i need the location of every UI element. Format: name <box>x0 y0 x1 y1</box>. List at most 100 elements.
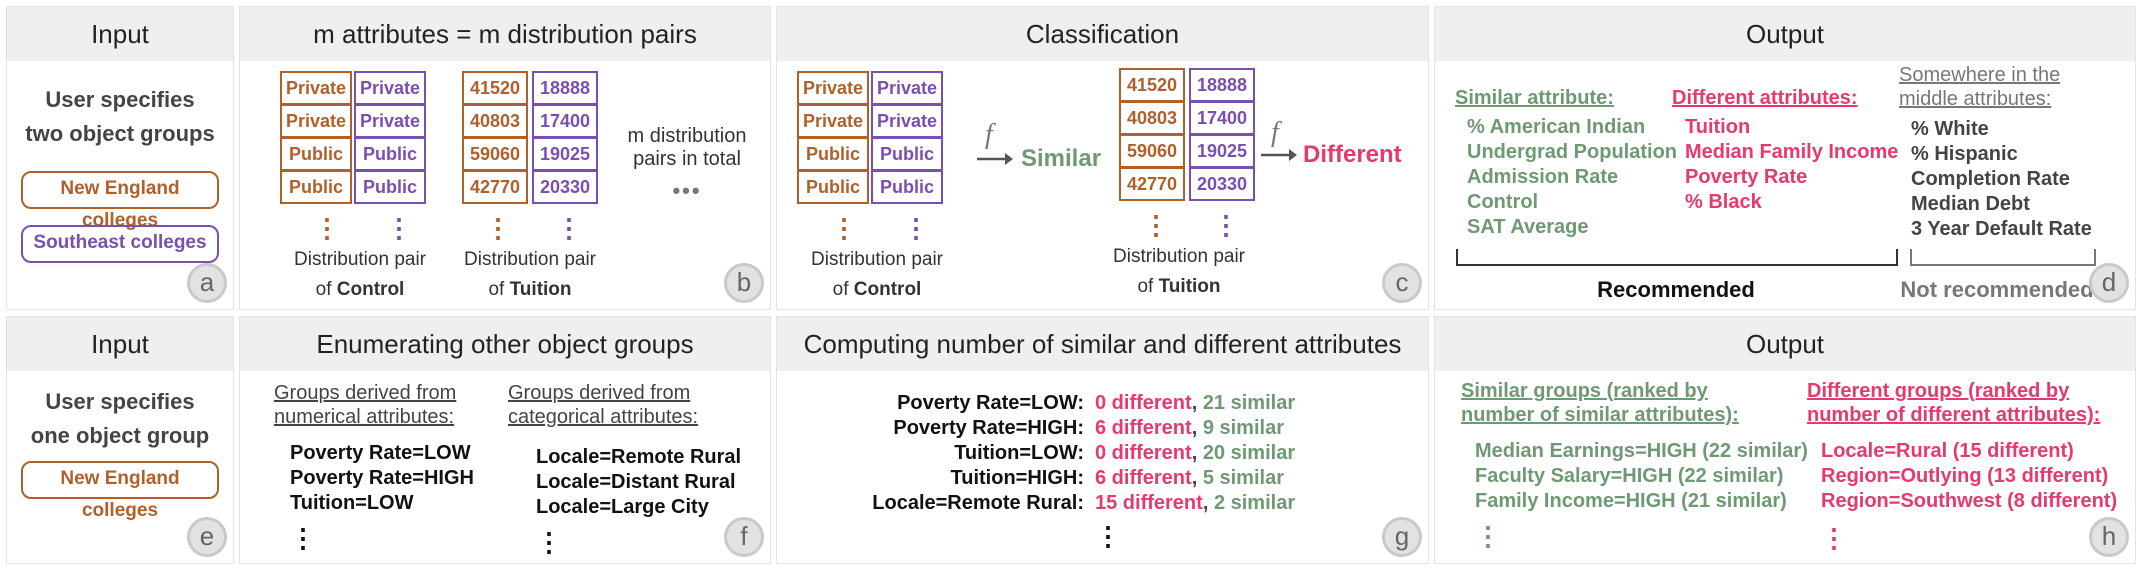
middle-attribute-item: Completion Rate <box>1911 168 2070 190</box>
group-tag-new-england: New England colleges <box>21 461 219 521</box>
pair-attribute: of Tuition <box>1079 272 1279 302</box>
input-line-2: two object groups <box>25 121 215 146</box>
panel-classification: Classification Private Private Public Publi… <box>776 6 1429 310</box>
separator: , <box>1202 492 1214 514</box>
different-attributes-title: Different attributes: <box>1672 87 1858 109</box>
pair-attribute: of Tuition <box>430 275 630 305</box>
control-value-cell: Private <box>354 104 426 138</box>
panel-label-badge: e <box>187 517 227 557</box>
pair-caption-tuition: Distribution pair of Tuition <box>1079 242 1279 302</box>
group-name: Poverty Rate=HIGH: <box>893 417 1084 439</box>
function-f: f <box>1271 117 1279 148</box>
different-group-item: Region=Outlying (13 different) <box>1821 465 2109 487</box>
title-line-2: number of different attributes): <box>1807 404 2101 426</box>
vertical-ellipsis: ⋮ <box>1821 523 1847 553</box>
panel-header: Input <box>7 317 233 371</box>
vertical-ellipsis: ⋮ <box>831 213 857 243</box>
numerical-groups-list: Poverty Rate=LOW Poverty Rate=HIGH Tuition… <box>290 441 474 516</box>
tuition-value-cell: 17400 <box>532 104 598 138</box>
control-value-cell: Public <box>354 170 426 204</box>
tuition-value-cell: 20330 <box>532 170 598 204</box>
panel-output-attributes: Output Similar attribute: % American Ind… <box>1434 6 2136 310</box>
tuition-value-cell: 59060 <box>462 137 528 171</box>
panel-label-badge: c <box>1382 263 1422 303</box>
pair-label: Distribution pair <box>1113 246 1245 267</box>
panel-header: Input <box>7 7 233 61</box>
different-count: 6 different <box>1095 467 1192 489</box>
middle-attribute-item: % White <box>1911 118 1989 140</box>
of-word: of <box>488 279 505 300</box>
numerical-group-item: Poverty Rate=HIGH <box>290 467 474 489</box>
similar-group-item: Faculty Salary=HIGH (22 similar) <box>1475 465 1784 487</box>
tuition-value-cell: 20330 <box>1189 167 1255 201</box>
tuition-value-cell: 40803 <box>462 104 528 138</box>
different-attribute-item: Tuition <box>1685 116 1751 138</box>
separator: , <box>1191 417 1203 439</box>
input-description: User specifies one object group <box>7 385 233 453</box>
control-value-cell: Public <box>871 170 943 204</box>
control-value-cell: Private <box>797 104 869 138</box>
similar-group-item: Family Income=HIGH (21 similar) <box>1475 490 1787 512</box>
tuition-value-cell: 40803 <box>1119 101 1185 135</box>
panel-header: Enumerating other object groups <box>240 317 770 371</box>
group-tag-new-england: New England colleges <box>21 171 219 231</box>
vertical-ellipsis: ⋮ <box>903 213 929 243</box>
panel-output-groups: Output Similar groups (ranked by number … <box>1434 316 2136 564</box>
panel-label-badge: d <box>2089 263 2129 303</box>
input-line-2: one object group <box>30 423 210 448</box>
different-groups-title: Different groups (ranked by number of di… <box>1807 379 2100 427</box>
similar-attribute-item: Control <box>1467 191 1539 213</box>
vertical-ellipsis: ⋮ <box>536 527 562 557</box>
input-line-1: User specifies <box>45 87 195 112</box>
middle-title-line-2: middle attributes: <box>1899 88 2052 110</box>
pair-label: Distribution pair <box>811 249 943 270</box>
panel-header: Computing number of similar and differen… <box>777 317 1428 371</box>
similar-count: 2 similar <box>1213 492 1296 514</box>
numerical-group-item: Poverty Rate=LOW <box>290 442 471 464</box>
different-attribute-item: Median Family Income <box>1685 141 1899 163</box>
panel-computing-counts: Computing number of similar and differen… <box>776 316 1429 564</box>
control-value-cell: Public <box>871 137 943 171</box>
similar-groups-list: Median Earnings=HIGH (22 similar) Faculty… <box>1475 439 1808 514</box>
panel-label-badge: a <box>187 263 227 303</box>
pair-attribute: of Control <box>777 275 977 305</box>
categorical-group-item: Locale=Remote Rural <box>536 446 742 468</box>
numerical-groups-title: Groups derived from numerical attributes… <box>274 381 456 429</box>
vertical-ellipsis: ⋮ <box>1475 521 1501 551</box>
m-pairs-note: m distribution pairs in total ••• <box>612 125 762 202</box>
control-value-cell: Private <box>280 104 352 138</box>
similar-groups-title: Similar groups (ranked by number of simi… <box>1461 379 1739 427</box>
control-value-cell: Public <box>797 137 869 171</box>
middle-attribute-item: 3 Year Default Rate <box>1911 218 2092 240</box>
not-recommended-label: Not recommended <box>1900 277 2094 302</box>
vertical-ellipsis: ⋮ <box>314 213 340 243</box>
title-line-2: numerical attributes: <box>274 406 455 428</box>
of-word: of <box>315 279 332 300</box>
attribute-name: Tuition <box>1158 276 1221 297</box>
tuition-value-cell: 41520 <box>462 71 528 105</box>
categorical-group-item: Locale=Large City <box>536 496 709 518</box>
numerical-group-item: Tuition=LOW <box>290 492 414 514</box>
middle-attribute-item: % Hispanic <box>1911 143 2018 165</box>
group-tag-southeast: Southeast colleges <box>21 225 219 263</box>
control-value-cell: Private <box>280 71 352 105</box>
bracket-lines <box>1456 249 2096 266</box>
different-attributes-list: Tuition Median Family Income Poverty Rate%… <box>1685 115 1898 215</box>
of-word: of <box>832 279 849 300</box>
tuition-value-cell: 18888 <box>1189 68 1255 102</box>
similar-count: 5 similar <box>1202 467 1284 489</box>
panel-distribution-pairs: m attributes = m distribution pairs Priv… <box>239 6 771 310</box>
attribute-name: Control <box>853 279 922 300</box>
control-value-cell: Public <box>797 170 869 204</box>
separator: , <box>1191 392 1203 414</box>
title-line-1: Groups derived from <box>274 382 457 404</box>
different-count: 6 different <box>1095 417 1192 439</box>
note-line-2: pairs in total <box>633 148 741 170</box>
categorical-groups-list: Locale=Remote Rural Locale=Distant Rural L… <box>536 445 741 520</box>
of-word: of <box>1137 276 1154 297</box>
middle-attributes-title: Somewhere in the middle attributes: <box>1899 63 2060 111</box>
similar-attribute-item: Undergrad Population <box>1467 141 1677 163</box>
panel-header: Output <box>1435 7 2135 61</box>
panel-label-badge: f <box>724 517 764 557</box>
input-description: User specifies two object groups <box>7 83 233 151</box>
